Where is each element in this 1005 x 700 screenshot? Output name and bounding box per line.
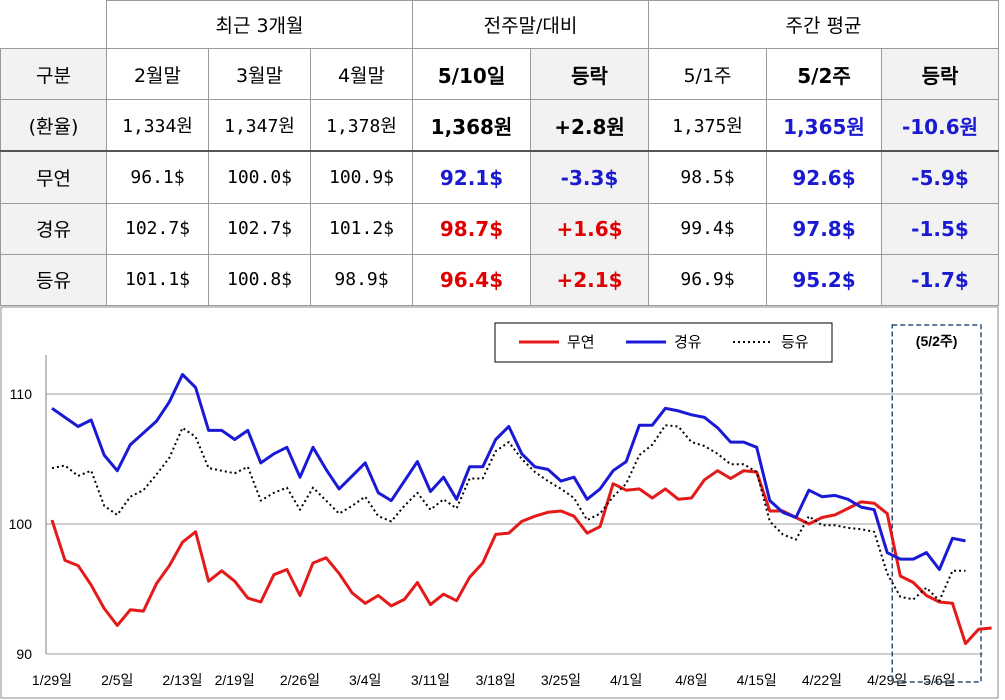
- table-cell: 101.2$: [310, 202, 413, 255]
- x-tick-label: 4/1일: [610, 672, 642, 688]
- series-line-2: [51, 373, 966, 571]
- table-cell: 100.8$: [208, 253, 311, 307]
- table-cell: 99.4$: [648, 202, 767, 255]
- x-tick-label: 4/8일: [675, 672, 707, 688]
- y-tick-label: 100: [9, 516, 33, 532]
- series-line-3: [51, 424, 966, 602]
- group-header-recent: 최근 3개월: [106, 0, 413, 50]
- col-header-week2: 5/2주: [766, 48, 882, 101]
- table-cell: 101.1$: [106, 253, 209, 307]
- table-cell: 96.9$: [648, 253, 767, 307]
- price-line-chart: 90 100 110 1/29일 2/5일 2/13일 2/19일 2/26일 3/4일 3/11…: [0, 306, 999, 699]
- table-cell: +1.6$: [530, 202, 649, 255]
- price-table: 최근 3개월 전주말/대비 주간 평균 구분 2월말 3월말 4월말 5/10일…: [0, 0, 999, 307]
- table-cell: 95.2$: [766, 253, 882, 307]
- x-tick-label: 2/19일: [215, 672, 255, 688]
- table-cell: 1,347원: [208, 99, 311, 153]
- table-cell: -3.3$: [530, 150, 649, 204]
- col-header-change: 등락: [530, 48, 649, 101]
- table-cell: 92.1$: [412, 150, 531, 204]
- table-cell: 1,375원: [648, 99, 767, 153]
- x-tick-label: 2/26일: [280, 672, 320, 688]
- table-cell: 96.4$: [412, 253, 531, 307]
- row-label-exchange: (환율): [0, 99, 107, 153]
- table-cell: 1,334원: [106, 99, 209, 153]
- table-cell: +2.8원: [530, 99, 649, 153]
- row-label-diesel: 경유: [0, 202, 107, 255]
- table-cell: -1.7$: [881, 253, 999, 307]
- x-tick-label: 4/29일: [867, 672, 907, 688]
- legend-label-3: 등유: [781, 334, 809, 351]
- highlight-box: [891, 324, 982, 683]
- col-header-mar: 3월말: [208, 48, 311, 101]
- col-header-category: 구분: [0, 48, 107, 101]
- col-header-apr: 4월말: [310, 48, 413, 101]
- table-cell: 100.0$: [208, 150, 311, 204]
- table-cell: 92.6$: [766, 150, 882, 204]
- col-header-date: 5/10일: [412, 48, 531, 101]
- group-header-weekend: 전주말/대비: [412, 0, 649, 50]
- x-tick-label: 5/6일: [923, 672, 955, 688]
- col-header-weekly-change: 등락: [881, 48, 999, 101]
- table-cell: 97.8$: [766, 202, 882, 255]
- row-label-kerosene: 등유: [0, 253, 107, 307]
- table-cell: 1,368원: [412, 99, 531, 153]
- table-cell: 100.9$: [310, 150, 413, 204]
- table-cell: -1.5$: [881, 202, 999, 255]
- table-cell: 96.1$: [106, 150, 209, 204]
- x-tick-label: 3/11일: [411, 672, 450, 688]
- table-cell: 102.7$: [106, 202, 209, 255]
- legend-label-1: 무연: [567, 334, 595, 351]
- y-tick-label: 90: [16, 646, 32, 662]
- col-header-feb: 2월말: [106, 48, 209, 101]
- table-cell: +2.1$: [530, 253, 649, 307]
- table-corner: [0, 0, 107, 50]
- table-cell: 98.7$: [412, 202, 531, 255]
- table-cell: 1,378원: [310, 99, 413, 153]
- table-cell: 102.7$: [208, 202, 311, 255]
- table-cell: -5.9$: [881, 150, 999, 204]
- x-tick-label: 2/13일: [162, 672, 202, 688]
- legend-label-2: 경유: [674, 334, 702, 351]
- x-tick-label: 4/15일: [737, 672, 777, 688]
- highlight-label: (5/2주): [916, 333, 958, 349]
- y-tick-label: 110: [10, 386, 33, 402]
- chart-border: [0, 306, 999, 699]
- row-label-gasoline: 무연: [0, 150, 107, 204]
- x-tick-label: 1/29일: [32, 672, 72, 688]
- group-header-weekly: 주간 평균: [648, 0, 999, 50]
- table-cell: -10.6원: [881, 99, 999, 153]
- series-line-1: [50, 469, 992, 646]
- x-tick-label: 3/25일: [541, 672, 581, 688]
- x-tick-label: 3/18일: [476, 672, 516, 688]
- col-header-week1: 5/1주: [648, 48, 767, 101]
- x-tick-label: 2/5일: [101, 672, 133, 688]
- table-cell: 98.9$: [310, 253, 413, 307]
- table-cell: 98.5$: [648, 150, 767, 204]
- x-tick-label: 3/4일: [349, 672, 381, 688]
- table-cell: 1,365원: [766, 99, 882, 153]
- x-tick-label: 4/22일: [802, 672, 842, 688]
